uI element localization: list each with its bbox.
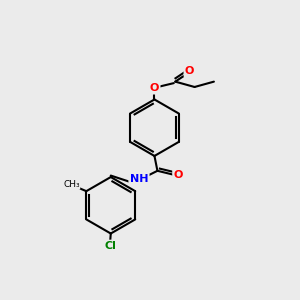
Text: O: O	[173, 170, 183, 180]
Text: O: O	[185, 66, 194, 76]
Text: Cl: Cl	[104, 241, 116, 251]
Text: CH₃: CH₃	[63, 180, 80, 189]
Text: NH: NH	[130, 174, 148, 184]
Text: O: O	[150, 83, 159, 93]
